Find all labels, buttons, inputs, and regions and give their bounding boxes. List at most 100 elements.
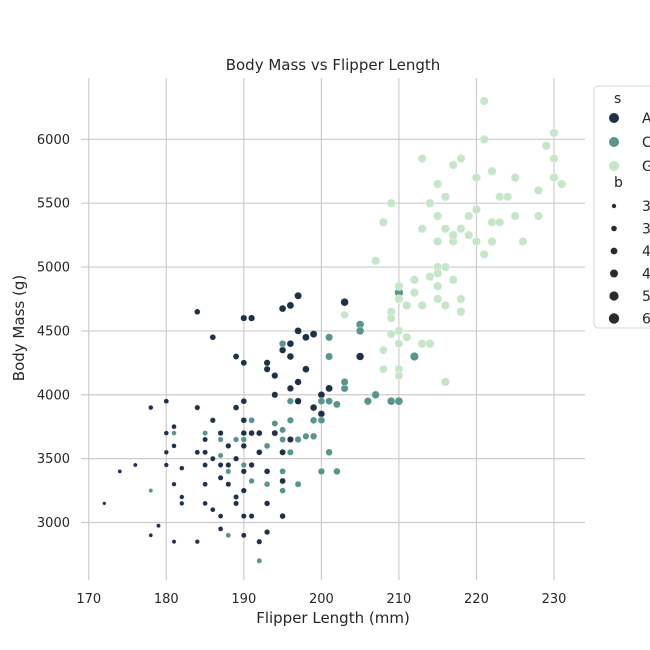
data-point: [209, 417, 216, 424]
data-point: [440, 377, 450, 387]
data-point: [379, 345, 388, 355]
legend-size-marker: [609, 291, 619, 301]
data-point: [256, 557, 263, 564]
data-point: [402, 300, 412, 310]
data-point: [417, 153, 427, 163]
data-point: [294, 397, 302, 405]
data-point: [355, 352, 365, 361]
data-point: [209, 334, 217, 341]
data-point: [325, 384, 333, 393]
data-point: [340, 378, 349, 386]
data-point: [148, 404, 154, 411]
data-point: [194, 404, 201, 411]
data-point: [317, 391, 326, 399]
data-point: [248, 417, 255, 424]
data-point: [487, 217, 497, 227]
legend-hue-marker: [609, 113, 619, 123]
data-point: [417, 339, 427, 349]
data-point: [302, 333, 310, 342]
data-point: [217, 436, 224, 443]
data-point: [534, 185, 544, 195]
legend-size-label: 3: [642, 199, 650, 215]
data-point: [495, 192, 505, 202]
data-point: [279, 487, 286, 494]
data-point: [240, 314, 248, 322]
data-point: [386, 313, 396, 323]
data-point: [279, 448, 286, 456]
legend-hue-label: C: [642, 135, 650, 151]
data-point: [309, 416, 318, 424]
data-point: [102, 501, 107, 506]
data-point: [163, 398, 170, 404]
legend-size-label: 4: [642, 267, 650, 283]
x-tick-label: 170: [76, 592, 101, 607]
data-point: [202, 436, 208, 443]
legend-hue-title: s: [614, 91, 621, 107]
data-point: [286, 448, 294, 456]
data-point: [333, 467, 341, 476]
data-point: [171, 481, 177, 487]
data-point: [248, 461, 255, 469]
data-point: [117, 469, 123, 474]
data-point: [394, 326, 404, 336]
data-point: [256, 538, 263, 545]
x-tick-label: 230: [542, 592, 567, 607]
data-point: [171, 539, 177, 545]
x-tick-label: 180: [154, 592, 179, 607]
data-point: [448, 230, 458, 240]
data-point: [248, 477, 255, 485]
data-point: [202, 481, 208, 487]
points: [102, 96, 567, 564]
data-point: [263, 442, 271, 450]
data-point: [286, 301, 295, 310]
data-point: [132, 462, 138, 468]
data-point: [163, 449, 169, 455]
data-point: [202, 449, 208, 456]
data-point: [294, 436, 302, 443]
data-point: [294, 291, 302, 300]
data-point: [279, 477, 286, 485]
data-point: [557, 179, 567, 189]
data-point: [240, 442, 247, 450]
data-point: [217, 526, 224, 532]
x-tick-label: 220: [464, 592, 489, 607]
data-point: [379, 364, 388, 374]
data-point: [202, 500, 208, 507]
data-point: [402, 332, 412, 342]
data-point: [286, 352, 295, 361]
data-point: [355, 326, 365, 336]
data-point: [394, 281, 404, 291]
data-point: [286, 384, 294, 392]
data-point: [440, 224, 450, 234]
data-point: [286, 397, 294, 405]
data-point: [541, 141, 551, 151]
data-point: [194, 539, 200, 545]
x-tick-label: 210: [386, 592, 411, 607]
y-tick-label: 3500: [37, 452, 70, 467]
data-point: [232, 404, 240, 411]
data-point: [279, 426, 287, 434]
legend-size-label: 4: [642, 244, 650, 260]
data-point: [425, 198, 435, 208]
data-point: [217, 430, 224, 437]
data-point: [148, 488, 154, 493]
data-point: [240, 513, 247, 520]
data-point: [278, 304, 287, 313]
data-point: [271, 429, 279, 437]
data-point: [425, 272, 435, 282]
data-point: [317, 410, 326, 418]
data-point: [456, 294, 466, 304]
data-point: [487, 236, 497, 246]
legend-size-label: 5: [642, 289, 650, 305]
data-point: [464, 230, 474, 240]
y-tick-label: 4000: [37, 388, 70, 403]
data-point: [433, 281, 443, 291]
data-point: [225, 481, 232, 488]
data-point: [163, 462, 169, 468]
data-point: [271, 420, 279, 427]
data-point: [425, 339, 435, 349]
data-point: [279, 512, 286, 520]
data-point: [256, 449, 263, 456]
data-point: [194, 308, 201, 315]
data-point: [279, 436, 286, 443]
